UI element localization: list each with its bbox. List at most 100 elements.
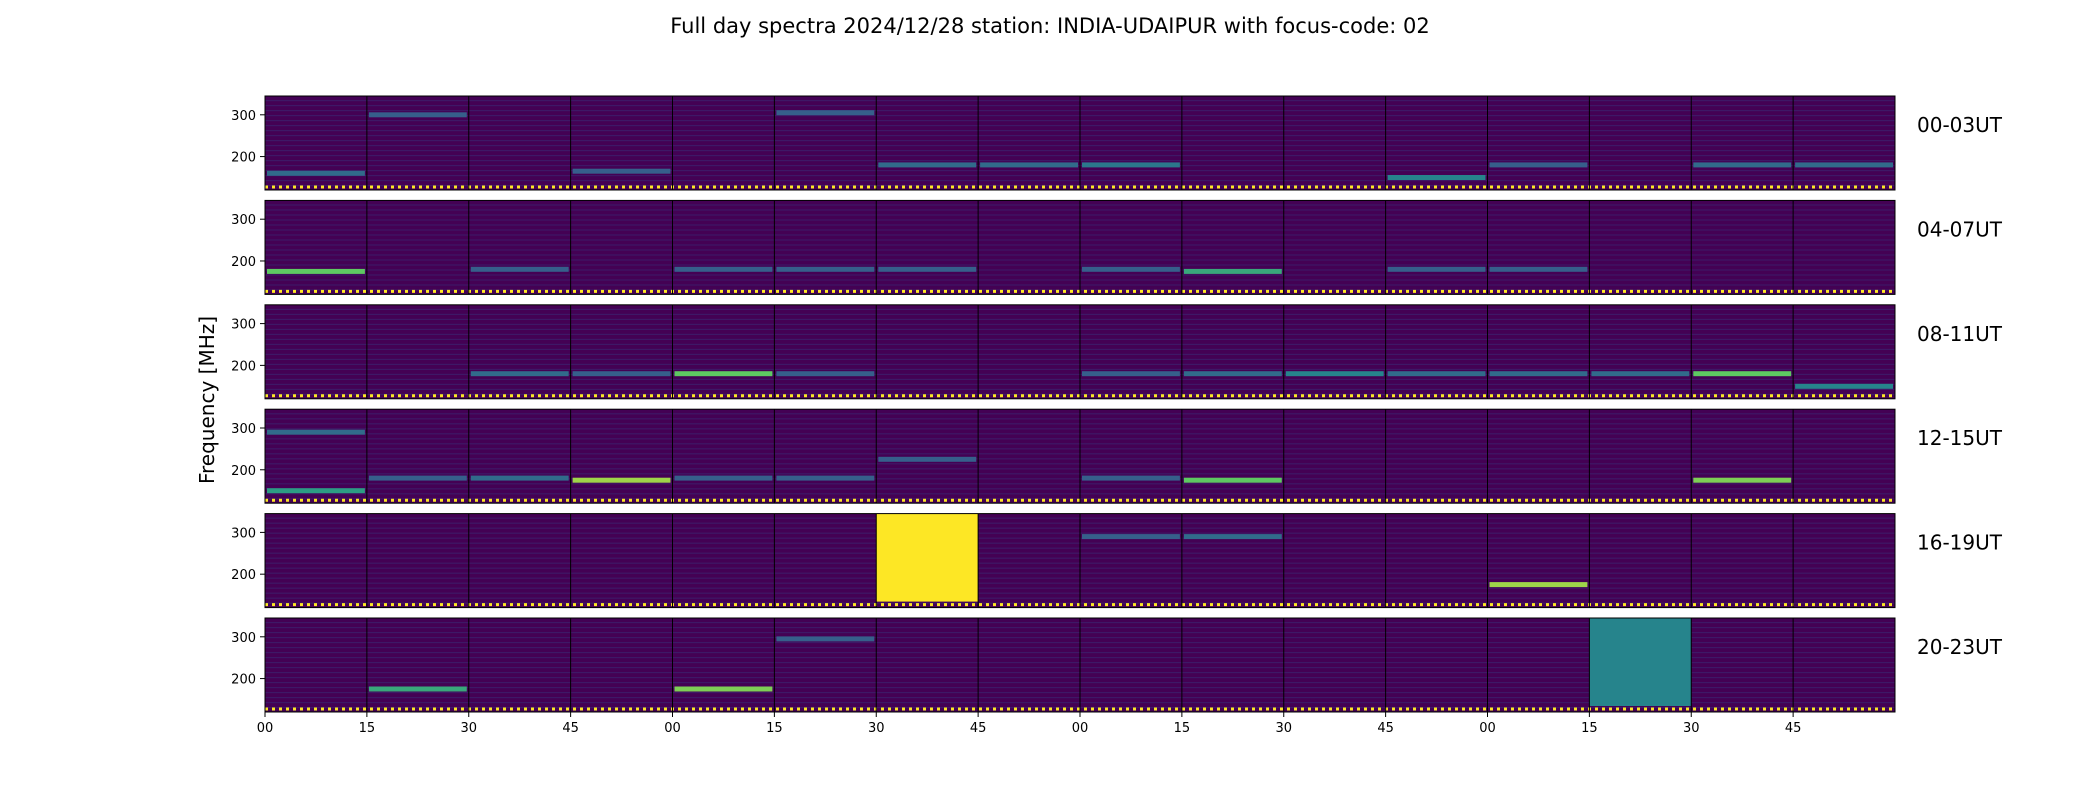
x-tick-label: 00 (1072, 721, 1089, 736)
emission-band (878, 266, 977, 272)
panel-frame (264, 408, 1896, 504)
emission-band (572, 371, 671, 377)
emission-band (776, 110, 875, 116)
emission-band (878, 162, 977, 168)
emission-band (368, 686, 467, 692)
emission-band (1489, 582, 1588, 588)
emission-band (1591, 371, 1690, 377)
emission-band (1795, 383, 1893, 389)
emission-band (470, 266, 569, 272)
spectra-panel: 200 300 04-07UT (231, 199, 2003, 295)
emission-band (470, 371, 569, 377)
x-axis: 00 15 30 45 00 15 30 45 00 15 30 45 00 15 30 45 (257, 712, 1802, 736)
emission-band (1183, 268, 1282, 274)
x-tick-label: 30 (1275, 721, 1292, 736)
row-time-label: 20-23UT (1917, 635, 2003, 659)
emission-band (1082, 162, 1180, 168)
y-tick-label: 200 (231, 673, 256, 688)
y-tick-label: 200 (231, 255, 256, 270)
y-axis-label: Frequency [MHz] (195, 316, 219, 484)
emission-band (776, 266, 875, 272)
y-tick-label: 200 (231, 151, 256, 166)
emission-band (470, 475, 569, 481)
emission-band (1489, 266, 1588, 272)
y-tick-label: 300 (231, 109, 256, 124)
x-tick-label: 45 (1377, 721, 1394, 736)
x-tick-label: 15 (359, 721, 376, 736)
y-tick-label: 300 (231, 318, 256, 333)
x-tick-label: 45 (970, 721, 987, 736)
emission-band (1489, 371, 1588, 377)
emission-band (674, 475, 773, 481)
emission-band (1693, 371, 1792, 377)
panel-frame (264, 304, 1896, 400)
y-tick-label: 200 (231, 359, 256, 374)
row-time-label: 00-03UT (1917, 113, 2003, 137)
emission-band (1489, 162, 1588, 168)
emission-band (1795, 162, 1893, 168)
emission-band (572, 477, 671, 483)
row-time-label: 12-15UT (1917, 426, 2003, 450)
spectra-panel: 200 300 12-15UT (231, 408, 2003, 504)
broadband-emission (1589, 618, 1692, 706)
x-tick-label: 30 (1683, 721, 1700, 736)
x-tick-label: 00 (257, 721, 274, 736)
emission-band (980, 162, 1078, 168)
emission-band (1082, 371, 1180, 377)
row-time-label: 04-07UT (1917, 217, 2003, 241)
emission-band (674, 266, 773, 272)
emission-band (1082, 266, 1180, 272)
emission-band (776, 371, 875, 377)
x-tick-label: 45 (1785, 721, 1802, 736)
emission-band (674, 371, 773, 377)
emission-band (1082, 475, 1180, 481)
y-tick-label: 300 (231, 631, 256, 646)
spectra-panel: 200 300 20-23UT (231, 617, 2003, 713)
emission-band (776, 636, 875, 642)
emission-band (267, 429, 365, 435)
emission-band (1285, 371, 1384, 377)
emission-band (1693, 162, 1792, 168)
emission-band (776, 475, 875, 481)
emission-band (267, 488, 365, 494)
emission-band (368, 475, 467, 481)
emission-band (1183, 534, 1282, 540)
x-tick-label: 15 (766, 721, 783, 736)
spectra-panel: 200 300 16-19UT (231, 513, 2003, 609)
x-tick-label: 15 (1174, 721, 1191, 736)
x-tick-label: 00 (1479, 721, 1496, 736)
emission-band (1387, 175, 1486, 180)
x-tick-label: 00 (664, 721, 681, 736)
row-time-label: 16-19UT (1917, 531, 2003, 555)
y-tick-label: 300 (231, 213, 256, 228)
emission-band (267, 170, 365, 176)
y-tick-label: 200 (231, 464, 256, 479)
x-tick-label: 30 (868, 721, 885, 736)
emission-band (1082, 534, 1180, 540)
broadband-emission (876, 513, 979, 602)
emission-band (1387, 371, 1486, 377)
x-tick-label: 30 (460, 721, 477, 736)
x-tick-label: 15 (1581, 721, 1598, 736)
spectra-panel: 200 300 08-11UT (231, 304, 2003, 400)
emission-band (878, 456, 977, 462)
emission-band (572, 168, 671, 174)
y-tick-label: 300 (231, 526, 256, 541)
emission-band (267, 268, 365, 274)
emission-band (368, 112, 467, 118)
x-tick-label: 45 (562, 721, 579, 736)
panel-frame (264, 513, 1896, 609)
row-time-label: 08-11UT (1917, 322, 2003, 346)
y-tick-label: 300 (231, 422, 256, 437)
emission-band (1183, 371, 1282, 377)
emission-band (1693, 477, 1792, 483)
y-tick-label: 200 (231, 568, 256, 583)
emission-band (674, 686, 773, 692)
spectra-panel: 200 300 00-03UT (231, 95, 2003, 191)
emission-band (1183, 477, 1282, 483)
panel-frame (264, 95, 1896, 191)
emission-band (1387, 266, 1486, 272)
panel-frame (264, 199, 1896, 295)
